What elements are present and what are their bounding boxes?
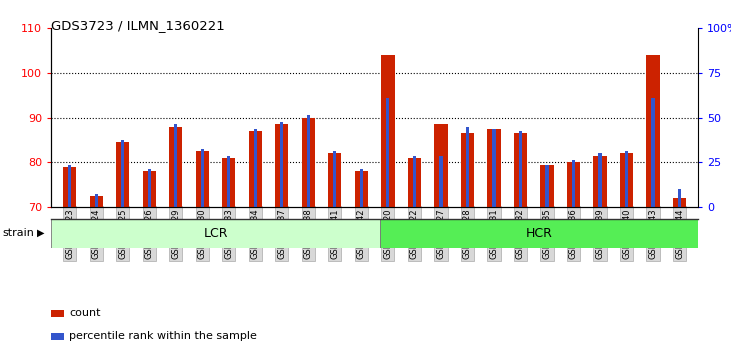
Bar [651,98,655,207]
Bar [408,158,421,207]
Bar [519,131,522,207]
Bar [493,129,496,207]
Bar [196,151,209,207]
Bar [249,131,262,207]
Bar [68,165,72,207]
Bar [143,171,156,207]
Bar [148,169,151,207]
Bar [386,98,390,207]
Bar [461,133,474,207]
Bar [227,156,230,207]
Text: count: count [69,308,101,318]
Bar [540,165,553,207]
Bar [116,142,129,207]
Text: strain: strain [2,228,34,238]
Bar [63,167,76,207]
Bar [333,151,336,207]
Bar [94,194,98,207]
Bar [678,189,681,207]
Bar [673,198,686,207]
Bar [307,115,310,207]
Text: percentile rank within the sample: percentile rank within the sample [69,331,257,341]
Bar [280,122,284,207]
Text: ▶: ▶ [37,228,45,238]
Bar [382,55,395,207]
Bar [302,118,315,207]
Bar [360,169,363,207]
Bar [254,129,257,207]
Bar [380,219,698,248]
Bar [545,165,548,207]
Bar [625,151,628,207]
Bar [174,124,178,207]
Bar [201,149,204,207]
Bar [275,124,289,207]
Bar [90,196,103,207]
Bar [594,156,607,207]
Bar [169,127,183,207]
Bar [328,154,341,207]
Bar [567,162,580,207]
Bar [222,158,235,207]
Bar [51,219,380,248]
Bar [572,160,575,207]
Bar [355,171,368,207]
Bar [439,156,442,207]
Bar [646,55,659,207]
Bar [413,156,416,207]
Text: GDS3723 / ILMN_1360221: GDS3723 / ILMN_1360221 [51,19,225,33]
Bar [121,140,124,207]
Bar [466,127,469,207]
Bar [514,133,527,207]
Bar [599,154,602,207]
Text: LCR: LCR [203,227,228,240]
Bar [488,129,501,207]
Text: HCR: HCR [526,227,553,240]
Bar [434,124,447,207]
Bar [620,154,633,207]
